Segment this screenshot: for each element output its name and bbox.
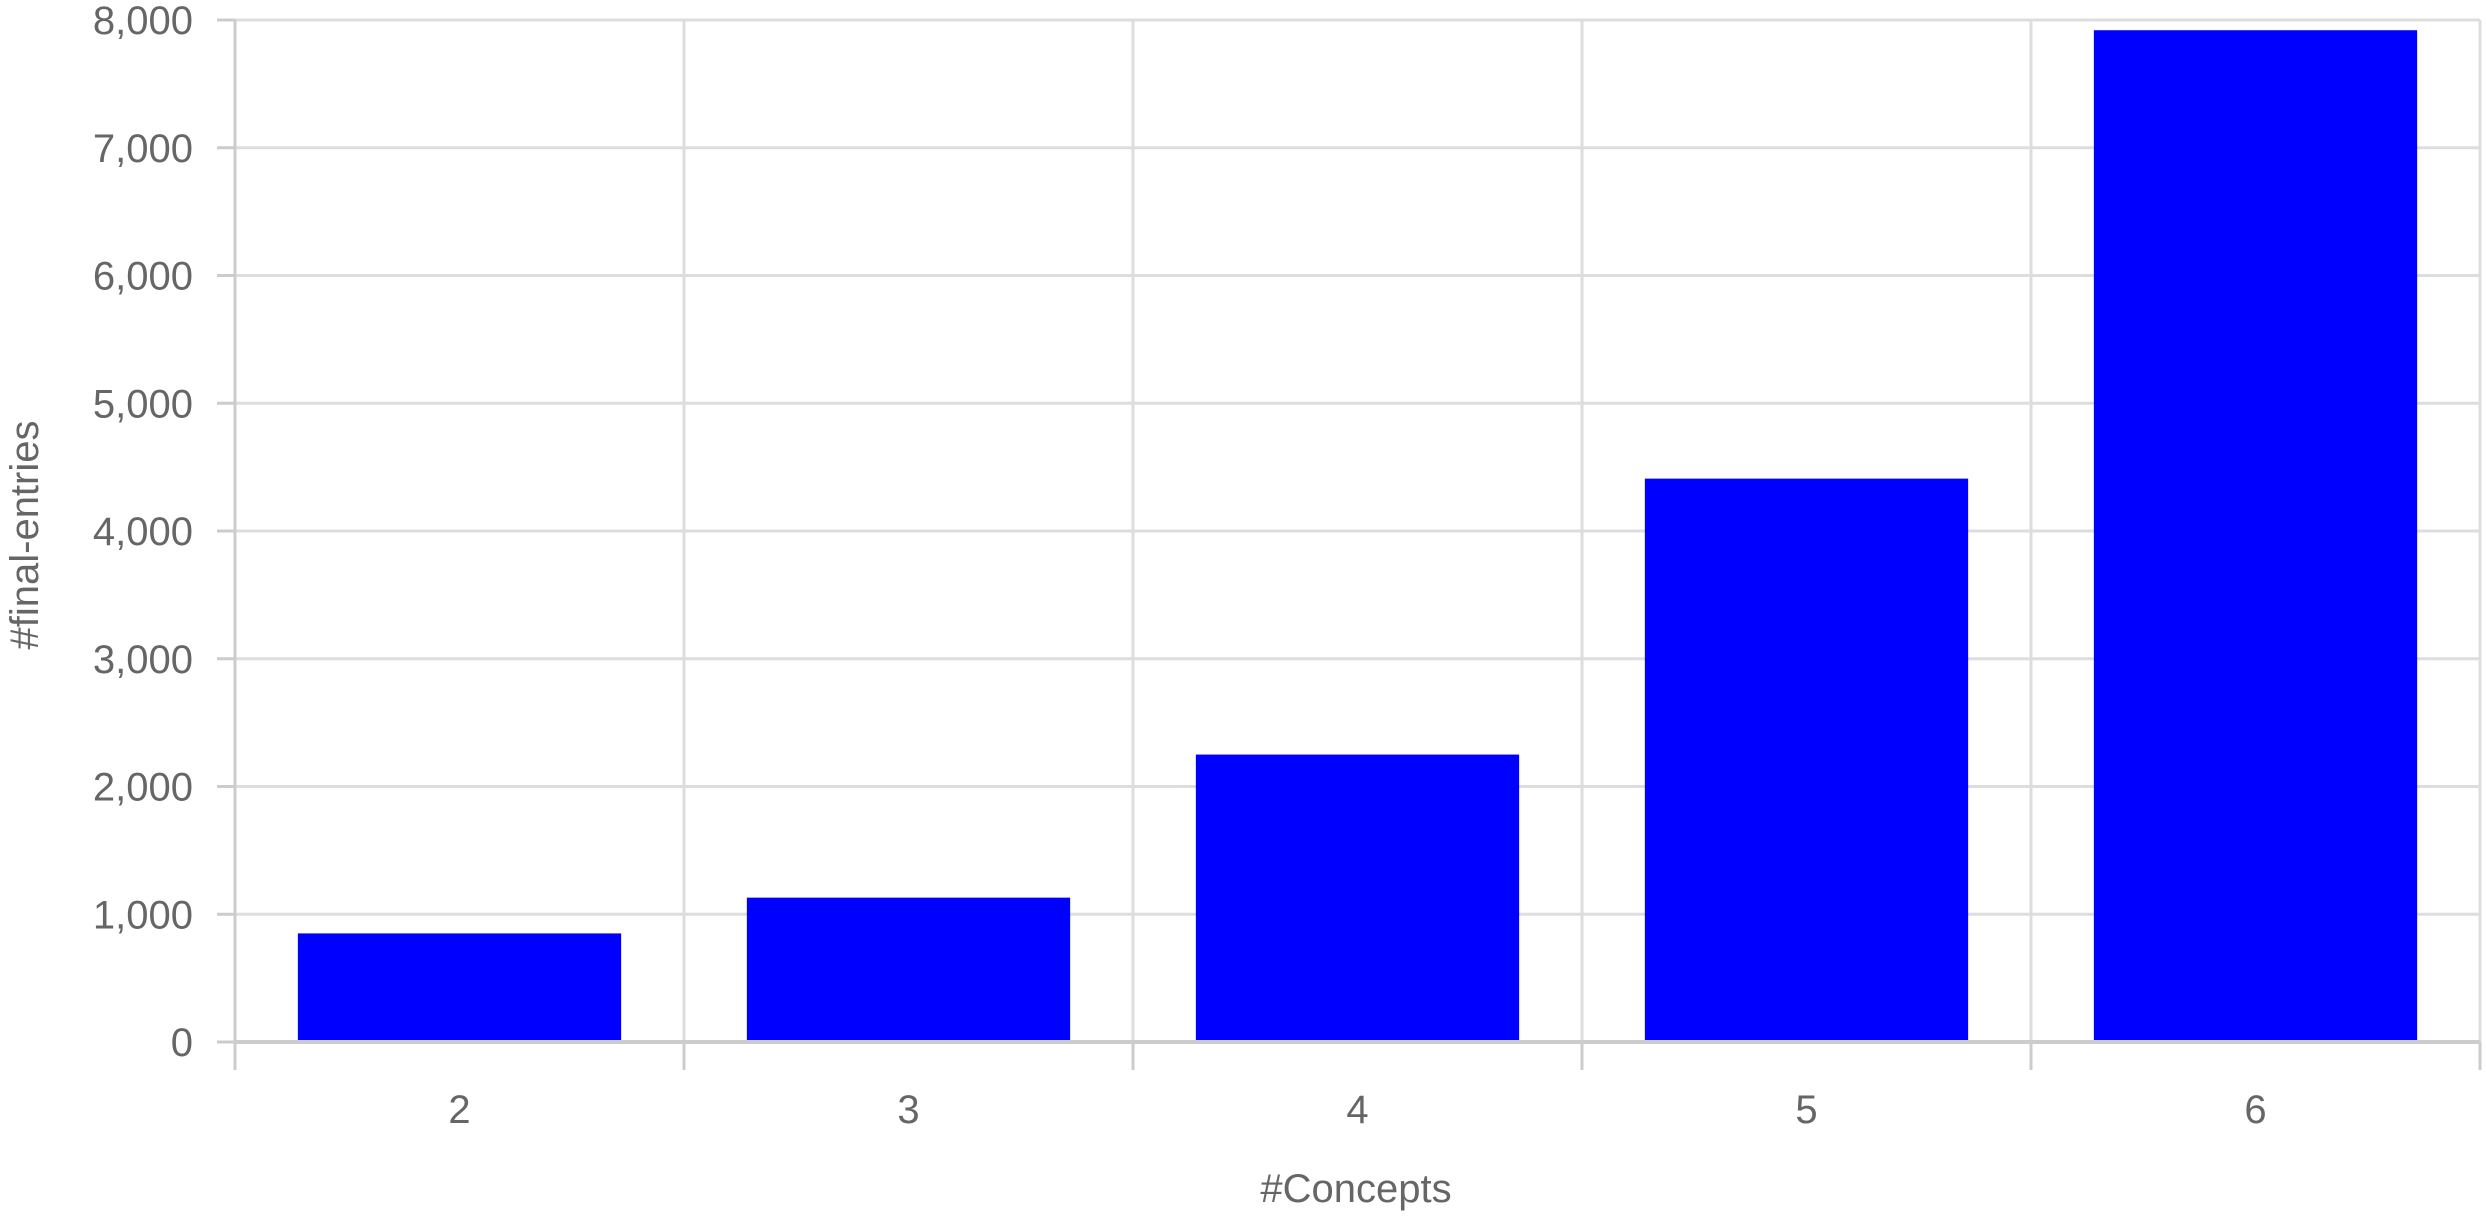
bar-3[interactable] [746, 897, 1071, 1042]
x-axis-title: #Concepts [1260, 1167, 1451, 1211]
y-tick-label: 0 [171, 1021, 193, 1065]
y-tick-label: 6,000 [93, 255, 193, 299]
x-tick-label: 4 [1346, 1088, 1368, 1132]
y-tick-label: 1,000 [93, 893, 193, 937]
y-axis-title: #final-entries [3, 420, 47, 649]
labels-layer: #Concepts #final-entries [3, 420, 1452, 1211]
bar-4[interactable] [1195, 754, 1520, 1042]
y-tick-label: 2,000 [93, 766, 193, 810]
y-tick-label: 4,000 [93, 510, 193, 554]
y-tick-label: 8,000 [93, 0, 193, 43]
bar-6[interactable] [2093, 30, 2418, 1043]
x-tick-label: 5 [1795, 1088, 1817, 1132]
bar-2[interactable] [297, 933, 622, 1042]
bar-5[interactable] [1644, 478, 1969, 1042]
y-tick-label: 7,000 [93, 127, 193, 171]
x-tick-label: 3 [897, 1088, 919, 1132]
grid-layer [233, 18, 2482, 1042]
axis-layer: 0 1,000 2,000 3,000 4,000 5,000 6,000 7,000 8,00… [93, 0, 2482, 1132]
y-tick-label: 3,000 [93, 638, 193, 682]
x-tick-label: 2 [448, 1088, 470, 1132]
y-tick-label: 5,000 [93, 382, 193, 426]
x-tick-label: 6 [2244, 1088, 2266, 1132]
bars-layer [297, 30, 2418, 1043]
